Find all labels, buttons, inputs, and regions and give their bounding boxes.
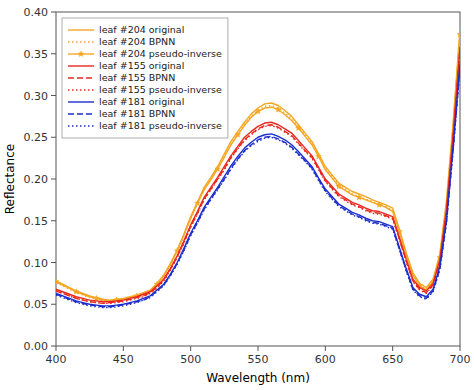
legend-label: leaf #155 BPNN [99, 72, 175, 83]
series-line [56, 51, 460, 303]
legend-label: leaf #181 original [99, 96, 184, 107]
x-tick-label: 650 [382, 353, 403, 366]
legend-label: leaf #155 pseudo-inverse [99, 84, 222, 95]
x-tick-label: 400 [46, 353, 67, 366]
x-tick-label: 550 [248, 353, 269, 366]
y-tick [51, 53, 56, 54]
legend-label: leaf #204 original [99, 24, 184, 35]
legend-handle [68, 41, 94, 42]
series-marker [73, 289, 79, 294]
y-tick [51, 220, 56, 221]
legend-handle [68, 65, 94, 66]
legend-label: leaf #181 BPNN [99, 108, 175, 119]
y-tick-label: 0.10 [24, 257, 49, 270]
lines [56, 29, 460, 308]
series-marker [255, 108, 261, 113]
series-line [56, 66, 460, 306]
series-marker [376, 202, 382, 207]
series-line [56, 50, 460, 304]
y-tick-label: 0.20 [24, 173, 49, 186]
series-line [56, 35, 460, 301]
legend-label: leaf #204 pseudo-inverse [99, 48, 222, 59]
series-line [56, 69, 460, 308]
legend-label: leaf #204 BPNN [99, 36, 175, 47]
y-tick-label: 0.05 [24, 298, 49, 311]
axes: 400 450 500 550 600 650 700 0.00 0.05 0.10 0.15 0.2… [24, 6, 471, 366]
x-tick [392, 346, 393, 351]
series-line [56, 29, 460, 300]
y-tick [51, 12, 56, 13]
y-tick-label: 0.35 [24, 48, 49, 61]
y-tick [51, 179, 56, 180]
series-marker [336, 184, 342, 189]
series-line [56, 47, 460, 302]
y-tick-label: 0.40 [24, 6, 49, 19]
chart: 400 450 500 550 600 650 700 0.00 0.05 0.10 0.15 0.2… [0, 0, 474, 390]
x-tick-label: 600 [315, 353, 336, 366]
y-tick [51, 262, 56, 263]
y-tick [51, 346, 56, 347]
legend-handle [68, 125, 94, 126]
x-tick-label: 500 [180, 353, 201, 366]
x-axis-label: Wavelength (nm) [206, 371, 310, 385]
legend-label: leaf #155 original [99, 60, 184, 71]
series-marker [316, 153, 322, 158]
legend-handle [68, 113, 94, 114]
y-axis-label: Reflectance [3, 144, 17, 214]
y-tick [51, 137, 56, 138]
y-tick-label: 0.30 [24, 90, 49, 103]
y-tick-label: 0.00 [24, 340, 49, 353]
legend-marker [78, 51, 84, 56]
x-tick-label: 700 [450, 353, 471, 366]
y-tick-label: 0.15 [24, 215, 49, 228]
x-tick-label: 450 [113, 353, 134, 366]
legend-label: leaf #181 pseudo-inverse [99, 120, 222, 131]
series-marker [56, 279, 59, 284]
series-marker [296, 125, 302, 130]
legend-handle [68, 29, 94, 30]
x-tick [123, 346, 124, 351]
series-line [56, 33, 460, 302]
legend-handle [68, 89, 94, 90]
y-tick-label: 0.25 [24, 131, 49, 144]
series-marker [195, 200, 201, 205]
series-marker [356, 194, 362, 199]
x-tick [460, 346, 461, 351]
x-tick [190, 346, 191, 351]
series-marker [275, 107, 281, 112]
x-tick [325, 346, 326, 351]
legend-handle [68, 101, 94, 102]
y-tick [51, 95, 56, 96]
x-tick [56, 346, 57, 351]
series-marker [457, 32, 460, 37]
series-marker [235, 132, 241, 137]
plot-frame [56, 12, 460, 346]
legend-handle [68, 77, 94, 78]
legend: leaf #204 originalleaf #204 BPNNleaf #20… [62, 18, 228, 138]
series-line [56, 64, 460, 306]
x-tick [258, 346, 259, 351]
series-marker [215, 166, 221, 171]
y-tick [51, 304, 56, 305]
legend-box [62, 18, 228, 138]
